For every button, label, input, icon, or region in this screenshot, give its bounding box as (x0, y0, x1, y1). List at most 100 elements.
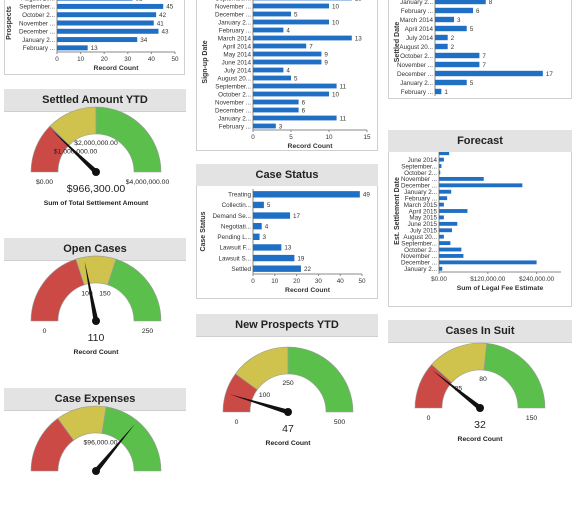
forecast-title: Forecast (388, 130, 572, 153)
value-label: 7 (309, 43, 313, 50)
category-label: January 2... (218, 19, 251, 26)
category-label: October 2... (400, 53, 433, 60)
gauge-hub (92, 317, 100, 325)
x-tick-label: 15 (363, 134, 371, 141)
category-label: July 2014 (224, 67, 251, 74)
category-label: October 2... (218, 91, 251, 98)
gauge-footer: Record Count (74, 349, 120, 356)
category-label: January 2... (400, 80, 433, 87)
bar (253, 52, 321, 57)
bar (253, 244, 281, 250)
bar (439, 164, 441, 168)
bar (435, 53, 479, 58)
value-label: 5 (294, 11, 298, 18)
gauge-threshold-2-label: $96,000.00 (84, 439, 118, 446)
value-label: 3 (457, 17, 461, 24)
x-tick-label: $120,000.00 (470, 276, 506, 283)
value-label: 5 (294, 75, 298, 82)
value-label: 19 (297, 255, 305, 262)
gauge-max-label: 150 (526, 415, 538, 422)
value-label: 5 (267, 202, 271, 209)
category-label: September... (215, 83, 251, 90)
case-expenses-panel: Case Expenses $96,000.00 (4, 388, 186, 450)
bar (439, 235, 444, 239)
bar (435, 26, 467, 31)
bar (439, 248, 461, 252)
bar (435, 8, 473, 13)
bar (253, 223, 262, 229)
prospects-chart-frame: ProspectsAugust 20...32September...45Oct… (4, 0, 185, 75)
signup-date-bar-chart[interactable]: Sign-up DateSeptember...13November ...10… (197, 0, 377, 150)
x-axis-title: Record Count (288, 143, 334, 150)
gauge-value: 110 (88, 332, 105, 344)
bar (439, 222, 457, 226)
category-label: December ... (215, 11, 251, 18)
category-label: December ... (19, 29, 55, 36)
case-expenses-gauge[interactable]: $96,000.00 (4, 388, 186, 522)
gauge-min-label: $0.00 (36, 179, 53, 186)
prospects-bar-chart[interactable]: ProspectsAugust 20...32September...45Oct… (5, 0, 184, 74)
category-label: September... (215, 0, 251, 2)
value-label: 13 (91, 45, 99, 52)
x-axis-title: Sum of Legal Fee Estimate (457, 285, 544, 292)
gauge-hub (92, 168, 100, 176)
gauge-hub (92, 467, 100, 475)
value-label: 43 (161, 29, 169, 36)
bar (57, 37, 137, 42)
category-label: Lawsuit F... (220, 245, 252, 252)
category-label: February ... (219, 27, 251, 34)
x-tick-label: 10 (271, 278, 279, 285)
gauge-threshold-2-label: 80 (479, 376, 487, 383)
category-label: April 2014 (405, 26, 434, 33)
bar (435, 71, 543, 76)
bar (253, 212, 290, 218)
gauge-threshold-1-label: 100 (259, 392, 271, 399)
bar (253, 116, 337, 121)
x-tick-label: 50 (171, 56, 179, 63)
bar (439, 260, 537, 264)
value-label: 5 (470, 26, 474, 33)
bar (253, 44, 306, 49)
x-tick-label: 20 (293, 278, 301, 285)
bar (439, 183, 522, 187)
category-label: January 2... (404, 266, 437, 273)
settled-amount-gauge[interactable]: $1,000,000.00$2,000,000.00$0.00$4,000,00… (4, 89, 186, 223)
bar (439, 158, 444, 162)
value-label: 13 (355, 35, 363, 42)
value-label: 6 (302, 99, 306, 106)
category-label: March 2014 (400, 17, 434, 24)
category-label: November ... (397, 62, 433, 69)
bar (253, 255, 294, 261)
value-label: 8 (489, 0, 493, 6)
bar (439, 152, 449, 155)
value-label: 9 (324, 51, 328, 58)
category-label: May 2014 (223, 51, 251, 58)
bar (435, 89, 441, 94)
bar (435, 44, 448, 49)
bar (253, 266, 301, 272)
bar (435, 80, 467, 85)
bar (253, 84, 337, 89)
value-label: 6 (302, 107, 306, 114)
bar (439, 203, 444, 207)
category-label: January 2... (218, 115, 251, 122)
gauge-hub (476, 404, 484, 412)
bar (435, 62, 479, 67)
bar (253, 12, 291, 17)
x-tick-label: 30 (124, 56, 132, 63)
bar (439, 241, 450, 245)
value-label: 4 (286, 27, 290, 34)
category-label: Lawsuit S... (218, 255, 251, 262)
value-label: 11 (340, 83, 347, 90)
